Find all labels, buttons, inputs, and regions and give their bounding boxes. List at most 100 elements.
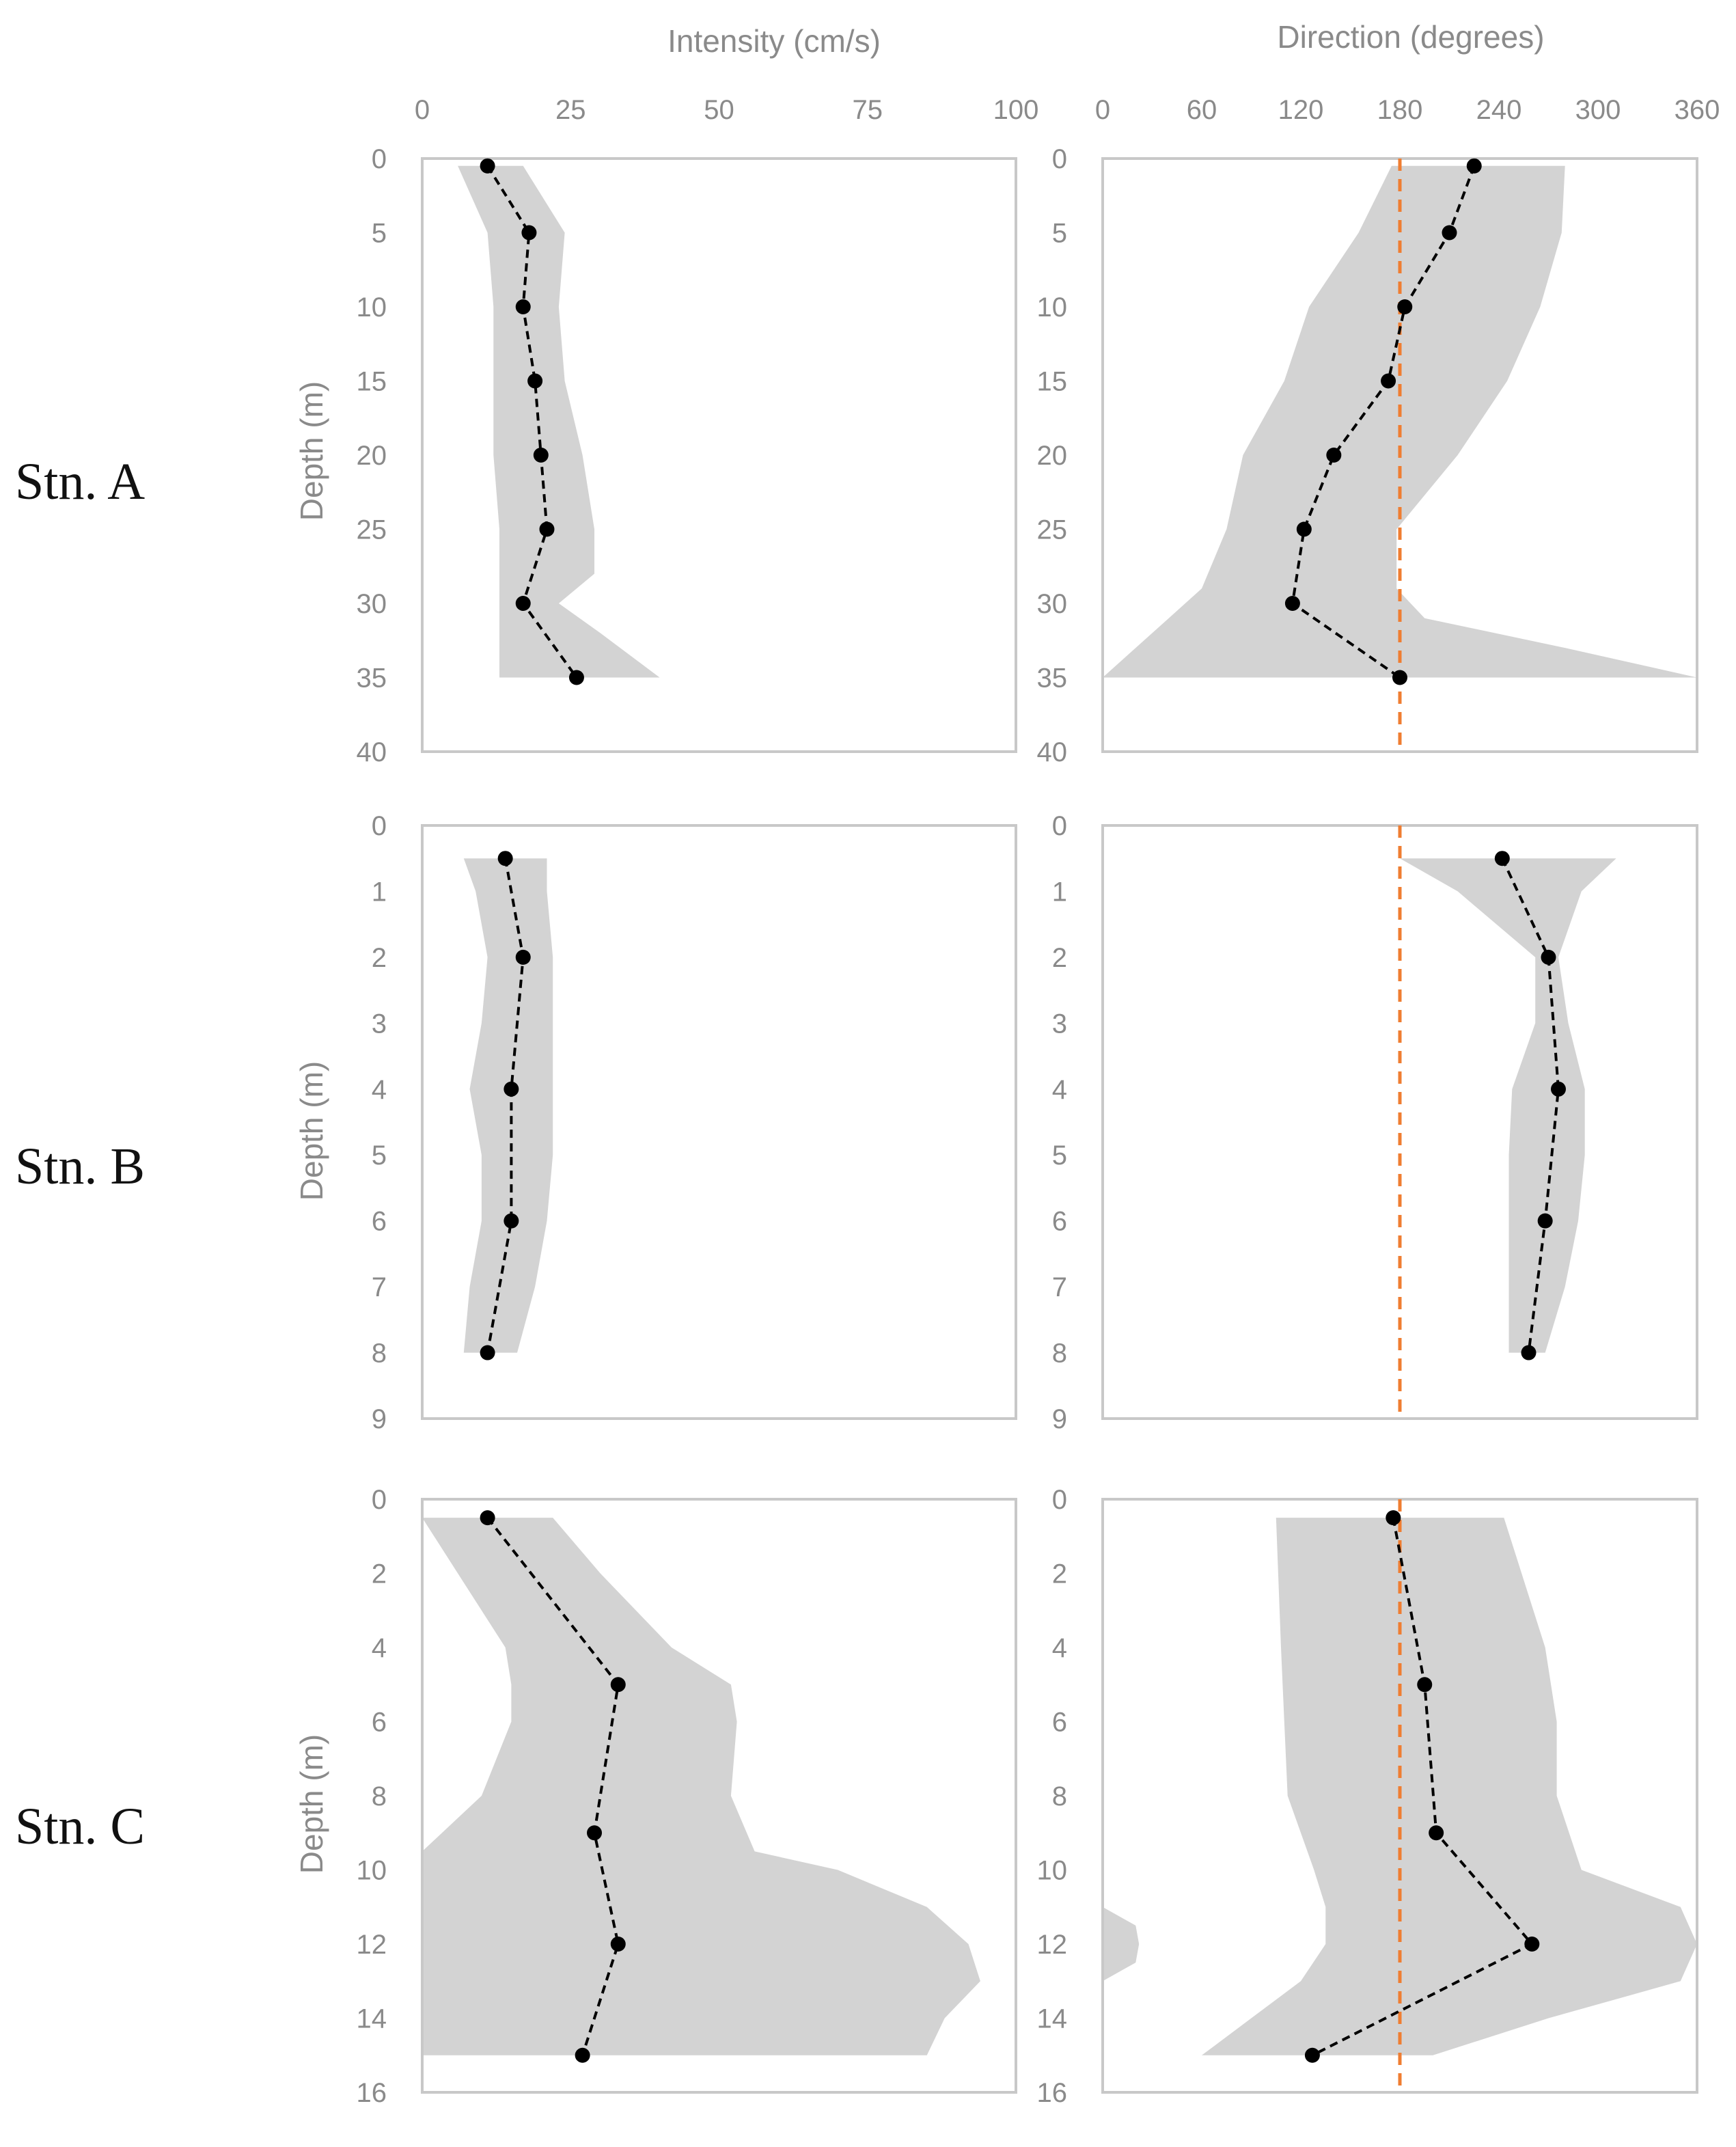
x-tick-label: 25	[555, 95, 586, 125]
x-tick-label: 75	[853, 95, 883, 125]
data-point-stn-b-direction	[1541, 949, 1556, 965]
y-tick-label: 14	[357, 2004, 387, 2034]
data-point-stn-c-direction	[1386, 1510, 1401, 1526]
y-tick-label: 8	[1052, 1781, 1067, 1811]
data-point-stn-b-intensity	[504, 1081, 519, 1097]
y-tick-label: 30	[1037, 589, 1068, 619]
y-tick-label: 12	[1037, 1930, 1068, 1960]
data-point-stn-a-intensity	[515, 596, 531, 611]
profile-line-stn-a-direction	[1291, 165, 1476, 679]
data-point-stn-c-intensity	[480, 1510, 495, 1526]
data-point-stn-a-direction	[1442, 225, 1457, 241]
y-tick-label: 15	[357, 367, 387, 397]
data-point-stn-c-direction	[1429, 1825, 1444, 1841]
data-point-stn-b-direction	[1551, 1081, 1566, 1097]
data-point-stn-a-intensity	[527, 373, 543, 389]
station-label-c: Stn. C	[15, 1798, 145, 1855]
x-tick-label: 360	[1675, 95, 1720, 125]
depth-axis-title-a: Depth (m)	[294, 381, 329, 521]
station-label-b: Stn. B	[15, 1138, 145, 1195]
data-point-stn-a-direction	[1392, 670, 1407, 685]
panel-stn-c-intensity: 0 2 4 6 8 10 12 14 16	[357, 1485, 1017, 2108]
y-tick-label: 7	[1052, 1272, 1067, 1302]
y-tick-label: 40	[1037, 737, 1068, 767]
band-stn-c-direction	[1202, 1518, 1697, 2055]
y-tick-label: 0	[372, 144, 387, 174]
y-tick-label: 5	[1052, 219, 1067, 249]
y-tick-label: 4	[372, 1075, 387, 1105]
data-point-stn-c-intensity	[610, 1937, 626, 1952]
y-tick-label: 2	[1052, 943, 1067, 973]
data-point-stn-a-intensity	[521, 225, 537, 241]
y-tick-label: 8	[1052, 1339, 1067, 1369]
data-point-stn-c-intensity	[610, 1677, 626, 1693]
x-tick-label: 300	[1575, 95, 1621, 125]
y-tick-label: 2	[1052, 1559, 1067, 1589]
band-wrap-stn-c-direction	[1103, 1906, 1140, 1982]
data-point-stn-b-direction	[1521, 1345, 1537, 1360]
y-tick-label: 2	[372, 1559, 387, 1589]
y-tick-label: 30	[357, 589, 387, 619]
y-tick-label: 0	[1052, 811, 1067, 841]
y-tick-label: 20	[357, 441, 387, 471]
x-tick-label: 100	[993, 95, 1039, 125]
data-point-stn-a-direction	[1326, 448, 1342, 463]
frame-stn-c-intensity	[421, 1498, 1017, 2094]
y-tick-label: 9	[1052, 1404, 1067, 1434]
y-tick-label: 10	[1037, 1856, 1068, 1886]
y-tick-label: 16	[1037, 2078, 1068, 2108]
profile-line-stn-b-direction	[1500, 858, 1560, 1353]
y-tick-label: 16	[357, 2078, 387, 2108]
data-point-stn-c-direction	[1524, 1937, 1540, 1952]
y-tick-label: 6	[1052, 1207, 1067, 1237]
data-point-stn-a-intensity	[533, 448, 549, 463]
data-point-stn-b-direction	[1494, 851, 1510, 866]
y-tick-label: 0	[1052, 1485, 1067, 1515]
data-point-stn-b-intensity	[504, 1213, 519, 1229]
y-tick-label: 14	[1037, 2004, 1068, 2034]
y-tick-label: 0	[372, 1485, 387, 1515]
x-tick-label: 0	[1095, 95, 1110, 125]
band-stn-a-direction	[1103, 165, 1697, 678]
frame-stn-b-intensity	[421, 824, 1017, 1420]
y-tick-label: 6	[372, 1708, 387, 1738]
data-point-stn-a-direction	[1296, 521, 1312, 537]
y-tick-label: 25	[357, 515, 387, 545]
x-tick-label: 120	[1278, 95, 1324, 125]
frame-stn-a-intensity	[421, 157, 1017, 753]
y-tick-label: 4	[372, 1633, 387, 1663]
y-tick-label: 2	[372, 943, 387, 973]
y-tick-label: 6	[372, 1207, 387, 1237]
y-tick-label: 8	[372, 1339, 387, 1369]
profile-line-stn-a-intensity	[486, 165, 578, 679]
band-stn-c-intensity	[422, 1518, 980, 2055]
data-point-stn-a-intensity	[539, 521, 555, 537]
x-tick-label: 0	[415, 95, 430, 125]
y-tick-label: 12	[357, 1930, 387, 1960]
y-tick-label: 35	[357, 664, 387, 694]
y-tick-label: 5	[1052, 1140, 1067, 1171]
data-point-stn-c-direction	[1304, 2047, 1320, 2063]
data-point-stn-b-intensity	[497, 851, 513, 866]
x-tick-label: 50	[704, 95, 734, 125]
data-point-stn-a-intensity	[568, 670, 584, 685]
y-tick-label: 7	[372, 1272, 387, 1302]
y-tick-label: 3	[372, 1009, 387, 1039]
y-tick-label: 20	[1037, 441, 1068, 471]
data-point-stn-a-direction	[1381, 373, 1396, 389]
data-point-stn-a-intensity	[480, 158, 495, 174]
x-tick-label: 60	[1187, 95, 1217, 125]
direction-axis-title: Direction (degrees)	[1277, 19, 1544, 55]
data-point-stn-b-intensity	[480, 1345, 495, 1360]
y-tick-label: 10	[357, 1856, 387, 1886]
data-point-stn-a-direction	[1466, 158, 1482, 174]
y-tick-label: 15	[1037, 367, 1068, 397]
y-tick-label: 6	[1052, 1708, 1067, 1738]
y-tick-label: 40	[357, 737, 387, 767]
y-tick-label: 4	[1052, 1075, 1067, 1105]
x-tick-label: 180	[1377, 95, 1423, 125]
panel-stn-c-direction: 0 2 4 6 8 10 12 14 16	[1037, 1485, 1698, 2108]
band-stn-b-direction	[1400, 858, 1616, 1353]
